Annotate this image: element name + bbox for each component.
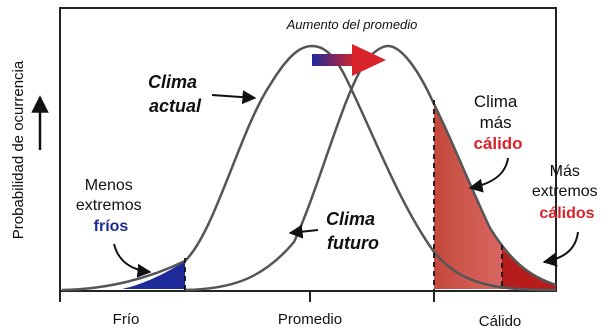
current-climate-label: Clima actual: [148, 72, 202, 116]
more-hot-line-1: Más: [550, 163, 580, 180]
fewer-cold-extremes-label: Menos extremos fríos: [76, 177, 146, 235]
cold-extremes-area: [122, 261, 185, 289]
future-climate-line-1: Clima: [326, 209, 375, 229]
more-hot-line-3: cálidos: [539, 205, 594, 222]
y-axis-label: Probabilidad de ocurrencia: [10, 60, 27, 239]
current-climate-line-2: actual: [149, 96, 202, 116]
future-climate-curve: [184, 44, 557, 292]
hot-extremes-area: [502, 249, 556, 289]
x-label-warm: Cálido: [479, 313, 522, 330]
mean-shift-bar: [312, 54, 356, 66]
future-climate-line-2: futuro: [327, 233, 379, 253]
mean-shift-label: Aumento del promedio: [286, 17, 418, 32]
more-hot-extremes-label: Más extremos cálidos: [532, 163, 602, 222]
more-hot-line-2: extremos: [532, 183, 598, 200]
warmer-climate-line-2: más: [480, 113, 512, 132]
x-label-cold: Frío: [113, 311, 140, 328]
warmer-climate-area: [434, 104, 556, 289]
warmer-climate-line-1: Clima: [474, 92, 518, 111]
fewer-cold-line-2: extremos: [76, 197, 142, 214]
future-climate-pointer: [288, 224, 319, 239]
fewer-cold-line-1: Menos: [85, 177, 133, 194]
current-climate-pointer: [211, 90, 257, 105]
mean-shift-arrowhead: [352, 44, 386, 76]
plot-frame: [59, 7, 557, 292]
warmer-climate-label: Clima más cálido: [473, 92, 522, 153]
current-climate-line-1: Clima: [148, 72, 197, 92]
warmer-climate-pointer: [468, 157, 509, 193]
warmer-climate-line-3: cálido: [473, 134, 522, 153]
future-climate-label: Clima futuro: [326, 209, 380, 253]
more-hot-pointer: [542, 231, 579, 267]
x-label-average: Promedio: [278, 311, 342, 328]
fewer-cold-pointer: [113, 243, 152, 278]
fewer-cold-line-3: fríos: [94, 218, 129, 235]
